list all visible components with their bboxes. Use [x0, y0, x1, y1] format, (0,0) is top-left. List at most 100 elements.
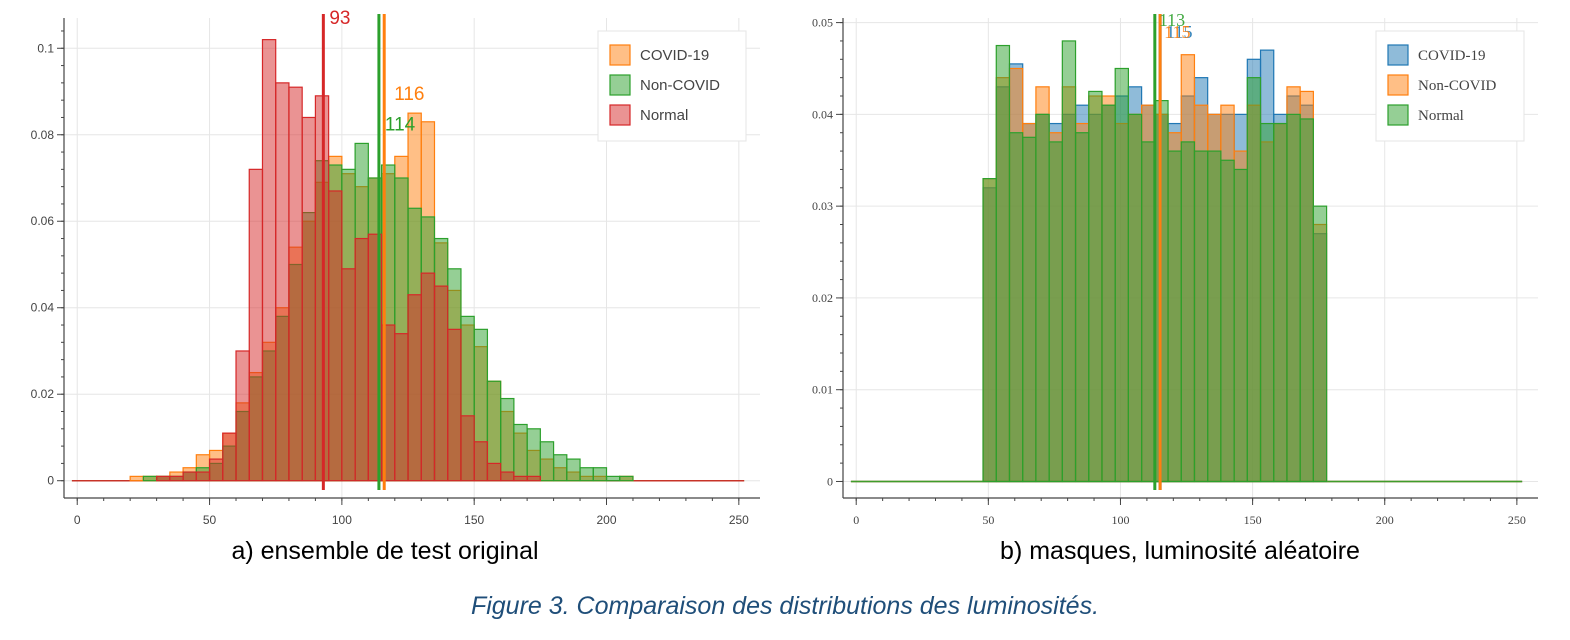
histogram-bar	[500, 397, 515, 482]
x-tick-label: 50	[982, 513, 994, 527]
legend-swatch	[609, 44, 631, 66]
subplot-a-caption: a) ensemble de test original	[231, 537, 539, 565]
legend-label: COVID-19	[1418, 48, 1486, 64]
histogram-bar	[407, 294, 422, 482]
histogram-bar	[301, 116, 317, 482]
histogram-bar	[156, 475, 171, 482]
x-tick-label: 250	[729, 513, 749, 527]
histogram-bar	[513, 423, 528, 482]
subplot-b-caption: b) masques, luminosité aléatoire	[1000, 537, 1360, 565]
histogram-bar	[605, 475, 621, 482]
x-tick-label: 200	[596, 513, 616, 527]
legend-swatch	[1387, 104, 1409, 126]
legend-label: Normal	[1418, 108, 1464, 124]
y-tick-label: 0.03	[812, 199, 833, 213]
mean-label: 114	[385, 114, 416, 135]
histogram-bar	[1035, 113, 1050, 483]
legend: COVID-19 Non-COVID Normal	[597, 30, 747, 142]
x-tick-label: 0	[74, 513, 81, 527]
histogram-bar	[1114, 67, 1129, 483]
histogram-bar	[1180, 141, 1196, 483]
histogram-bar	[447, 328, 462, 482]
histogram-bar	[1312, 205, 1328, 483]
histogram-bar	[473, 441, 489, 482]
histogram-bar	[328, 190, 343, 482]
y-tick-label: 0.06	[31, 214, 55, 228]
y-tick-label: 0.04	[31, 301, 55, 315]
mean-label: 113	[1159, 10, 1185, 30]
histogram-bar	[420, 272, 436, 482]
histogram-bar	[1286, 113, 1301, 483]
figure-caption: Figure 3. Comparaison des distributions …	[470, 592, 1100, 620]
histogram-bar	[579, 467, 594, 482]
histogram-bar	[1101, 104, 1116, 483]
histogram-bar	[1193, 150, 1209, 483]
histogram-bar	[500, 471, 515, 482]
histogram-bar	[1061, 40, 1077, 483]
histogram-bar	[275, 82, 290, 482]
histogram-bar	[526, 428, 541, 482]
histogram-bar	[182, 471, 197, 482]
legend: COVID-19 Non-COVID Normal	[1375, 30, 1525, 142]
histogram-bar	[1008, 132, 1024, 483]
x-tick-label: 200	[1376, 513, 1394, 527]
histogram-bar	[1141, 141, 1156, 483]
mean-label: 115	[1166, 22, 1192, 42]
histogram-bar	[169, 475, 184, 482]
histogram-bar	[1074, 132, 1090, 483]
histogram-bar	[288, 86, 303, 482]
histogram-bar	[248, 168, 264, 482]
histogram-bar	[552, 454, 568, 482]
legend-swatch	[1387, 44, 1409, 66]
legend-swatch	[609, 74, 631, 96]
histogram-bar	[261, 39, 277, 482]
histogram-bar	[394, 333, 409, 482]
histogram-bar	[1088, 90, 1103, 483]
histogram-bar	[1207, 150, 1222, 483]
histogram-bar	[1246, 77, 1262, 483]
histogram-bar	[1048, 141, 1063, 483]
histogram-bar	[433, 285, 449, 482]
y-tick-label: 0	[827, 474, 833, 488]
histogram-bar	[222, 432, 237, 482]
histogram-bar	[341, 268, 356, 482]
histogram-bar	[235, 350, 250, 482]
legend-swatch	[1387, 74, 1409, 96]
mean-label: 115	[1164, 22, 1190, 42]
histogram-bar	[592, 467, 608, 482]
histogram-bar	[1167, 150, 1182, 483]
legend-swatch	[609, 104, 631, 126]
histogram-bar	[1022, 136, 1037, 483]
histogram-bar	[1273, 122, 1288, 483]
histogram-bar	[513, 475, 528, 482]
histogram-bar	[995, 44, 1011, 483]
histogram-bar	[486, 462, 502, 482]
y-tick-label: 0	[47, 474, 54, 488]
histogram-bar	[208, 458, 224, 482]
y-tick-label: 0.02	[31, 387, 55, 401]
histogram-bar	[195, 471, 211, 482]
histogram-bar	[619, 475, 634, 482]
y-tick-label: 0.05	[812, 16, 833, 30]
x-tick-label: 50	[203, 513, 217, 527]
mean-label: 116	[394, 84, 424, 105]
x-tick-label: 150	[1244, 513, 1262, 527]
y-tick-label: 0.1	[37, 41, 54, 55]
histogram-bar	[566, 458, 581, 482]
histogram-bar	[1127, 113, 1143, 483]
histogram-bar	[1299, 118, 1314, 483]
histogram-bar	[982, 178, 997, 483]
x-tick-label: 100	[332, 513, 352, 527]
histogram-bar	[526, 475, 541, 482]
legend-label: Non-COVID	[1418, 78, 1496, 94]
y-tick-label: 0.04	[812, 107, 833, 121]
legend-label: COVID-19	[640, 47, 709, 64]
histogram-bar	[142, 475, 158, 482]
series-normal	[156, 39, 541, 482]
y-tick-label: 0.08	[31, 128, 55, 142]
histogram-bar	[1233, 168, 1248, 483]
y-tick-label: 0.01	[812, 383, 833, 397]
legend-label: Non-COVID	[640, 77, 720, 94]
